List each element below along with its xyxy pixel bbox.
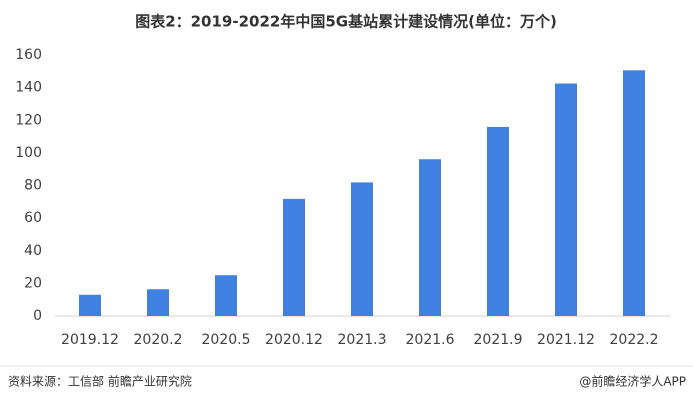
y-tick-label: 160 bbox=[15, 47, 42, 63]
y-tick-label: 20 bbox=[24, 275, 42, 291]
bar bbox=[147, 289, 169, 316]
credit: @前瞻经济学人APP bbox=[579, 374, 686, 389]
x-tick-label: 2021.12 bbox=[537, 332, 595, 348]
y-tick-label: 100 bbox=[15, 145, 42, 161]
y-tick-label: 60 bbox=[24, 210, 42, 226]
bar bbox=[623, 70, 645, 317]
bar bbox=[351, 182, 373, 316]
y-tick-label: 140 bbox=[15, 80, 42, 96]
x-tick-label: 2021.9 bbox=[474, 332, 523, 348]
source: 资料来源：工信部 前瞻产业研究院 bbox=[8, 374, 192, 389]
x-tick-label: 2021.3 bbox=[338, 332, 387, 348]
y-tick-label: 120 bbox=[15, 112, 42, 128]
y-tick-label: 0 bbox=[33, 308, 42, 324]
x-tick-label: 2020.5 bbox=[202, 332, 251, 348]
bar bbox=[79, 294, 101, 316]
bar bbox=[487, 126, 509, 316]
bar bbox=[215, 275, 237, 316]
y-tick-label: 40 bbox=[24, 243, 42, 259]
x-tick-label: 2022.2 bbox=[610, 332, 659, 348]
bar bbox=[283, 198, 305, 316]
bar bbox=[555, 83, 577, 316]
y-tick-label: 80 bbox=[24, 178, 42, 194]
x-tick-label: 2020.12 bbox=[265, 332, 323, 348]
x-tick-label: 2020.2 bbox=[134, 332, 183, 348]
chart-title: 图表2：2019-2022年中国5G基站累计建设情况(单位：万个) bbox=[135, 13, 557, 31]
bar bbox=[419, 159, 441, 316]
x-tick-label: 2019.12 bbox=[61, 332, 119, 348]
x-tick-label: 2021.6 bbox=[406, 332, 455, 348]
